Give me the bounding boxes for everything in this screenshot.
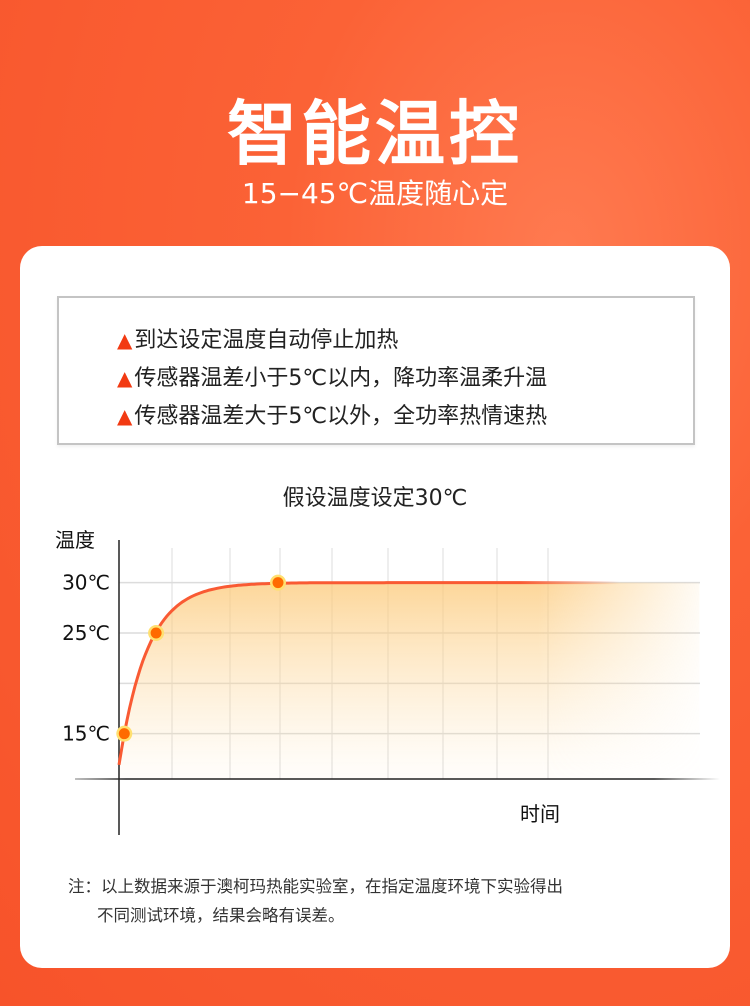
page-subtitle: 15−45℃温度随心定: [241, 177, 509, 210]
y-tick-label: 25℃: [62, 621, 110, 645]
chart-title: 假设温度设定30℃: [282, 486, 468, 511]
note-item: ▲传感器温差小于5℃以内，降功率温柔升温: [117, 360, 547, 392]
data-point: [118, 728, 130, 740]
note-text: 传感器温差小于5℃以内，降功率温柔升温: [134, 366, 548, 391]
note-item: ▲传感器温差大于5℃以外，全功率热情速热: [117, 398, 547, 430]
note-text: 到达设定温度自动停止加热: [134, 328, 399, 353]
footnote-line: 不同测试环境，结果会略有误差。: [97, 906, 345, 925]
y-tick-label: 15℃: [62, 722, 110, 746]
page-title: 智能温控: [227, 93, 523, 175]
triangle-icon: ▲: [117, 366, 133, 390]
y-axis-label: 温度: [55, 528, 95, 552]
series-line: [117, 581, 700, 766]
triangle-icon: ▲: [117, 404, 133, 428]
note-text: 传感器温差大于5℃以外，全功率热情速热: [134, 404, 548, 429]
footnote: 注：以上数据来源于澳柯玛热能实验室，在指定温度环境下实验得出 不同测试环境，结果…: [68, 872, 563, 930]
y-tick-label: 30℃: [62, 571, 110, 595]
chart-area-fill: [119, 582, 700, 779]
triangle-icon: ▲: [117, 328, 133, 352]
data-point: [272, 577, 284, 589]
x-axis-label: 时间: [520, 802, 560, 826]
feature-notes-box: ▲到达设定温度自动停止加热 ▲传感器温差小于5℃以内，降功率温柔升温 ▲传感器温…: [57, 296, 695, 445]
note-item: ▲到达设定温度自动停止加热: [117, 322, 398, 354]
data-point: [150, 627, 162, 639]
footnote-line: 注：以上数据来源于澳柯玛热能实验室，在指定温度环境下实验得出: [68, 877, 563, 896]
